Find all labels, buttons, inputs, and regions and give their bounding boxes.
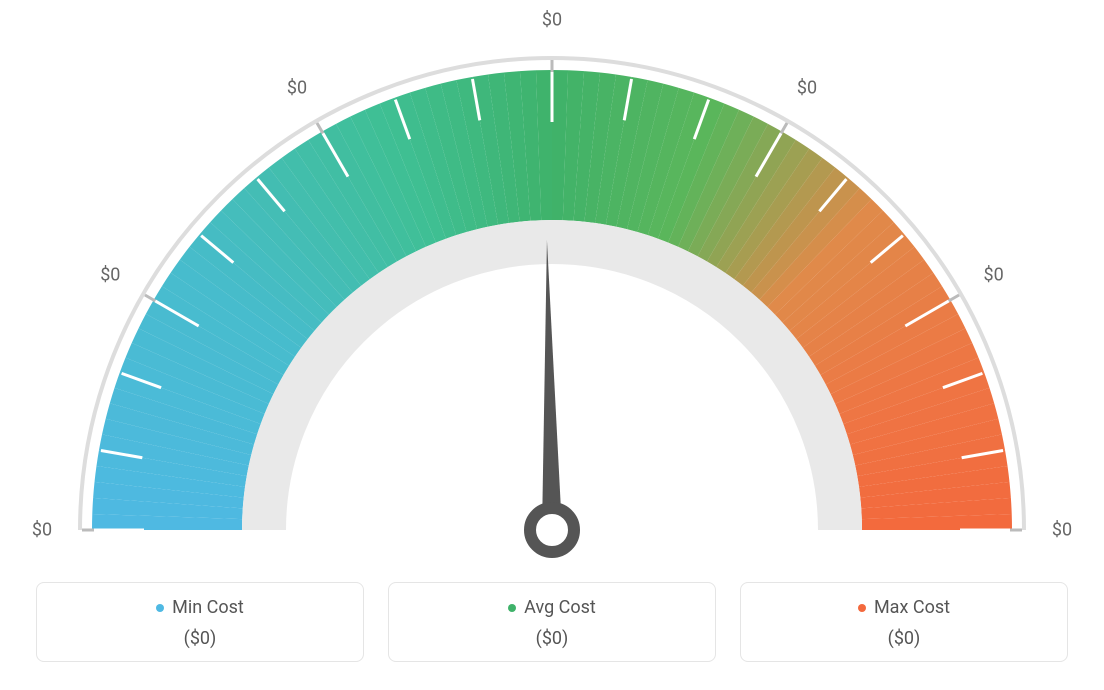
gauge-tick-label: $0 [797, 78, 817, 99]
legend-dot-avg [508, 604, 516, 612]
legend-value-min: ($0) [49, 628, 351, 649]
gauge-tick-label: $0 [984, 265, 1004, 286]
legend-card-avg: Avg Cost ($0) [388, 582, 716, 663]
legend-label-max: Max Cost [858, 597, 950, 618]
legend-dot-min [156, 604, 164, 612]
legend-row: Min Cost ($0) Avg Cost ($0) Max Cost ($0… [36, 582, 1068, 663]
legend-text-min: Min Cost [172, 597, 244, 618]
legend-dot-max [858, 604, 866, 612]
legend-card-min: Min Cost ($0) [36, 582, 364, 663]
gauge-tick-label: $0 [542, 10, 562, 31]
legend-value-avg: ($0) [401, 628, 703, 649]
legend-text-max: Max Cost [874, 597, 950, 618]
legend-text-avg: Avg Cost [524, 597, 596, 618]
legend-value-max: ($0) [753, 628, 1055, 649]
gauge-tick-label: $0 [1052, 520, 1072, 541]
legend-label-avg: Avg Cost [508, 597, 596, 618]
gauge-svg [0, 0, 1104, 560]
cost-gauge-chart: { "gauge": { "type": "gauge", "center_x"… [0, 0, 1104, 690]
gauge-area: $0 $0 $0 $0 $0 $0 $0 [0, 0, 1104, 560]
gauge-tick-label: $0 [32, 520, 52, 541]
legend-card-max: Max Cost ($0) [740, 582, 1068, 663]
gauge-tick-label: $0 [287, 78, 307, 99]
gauge-tick-label: $0 [100, 265, 120, 286]
legend-label-min: Min Cost [156, 597, 244, 618]
